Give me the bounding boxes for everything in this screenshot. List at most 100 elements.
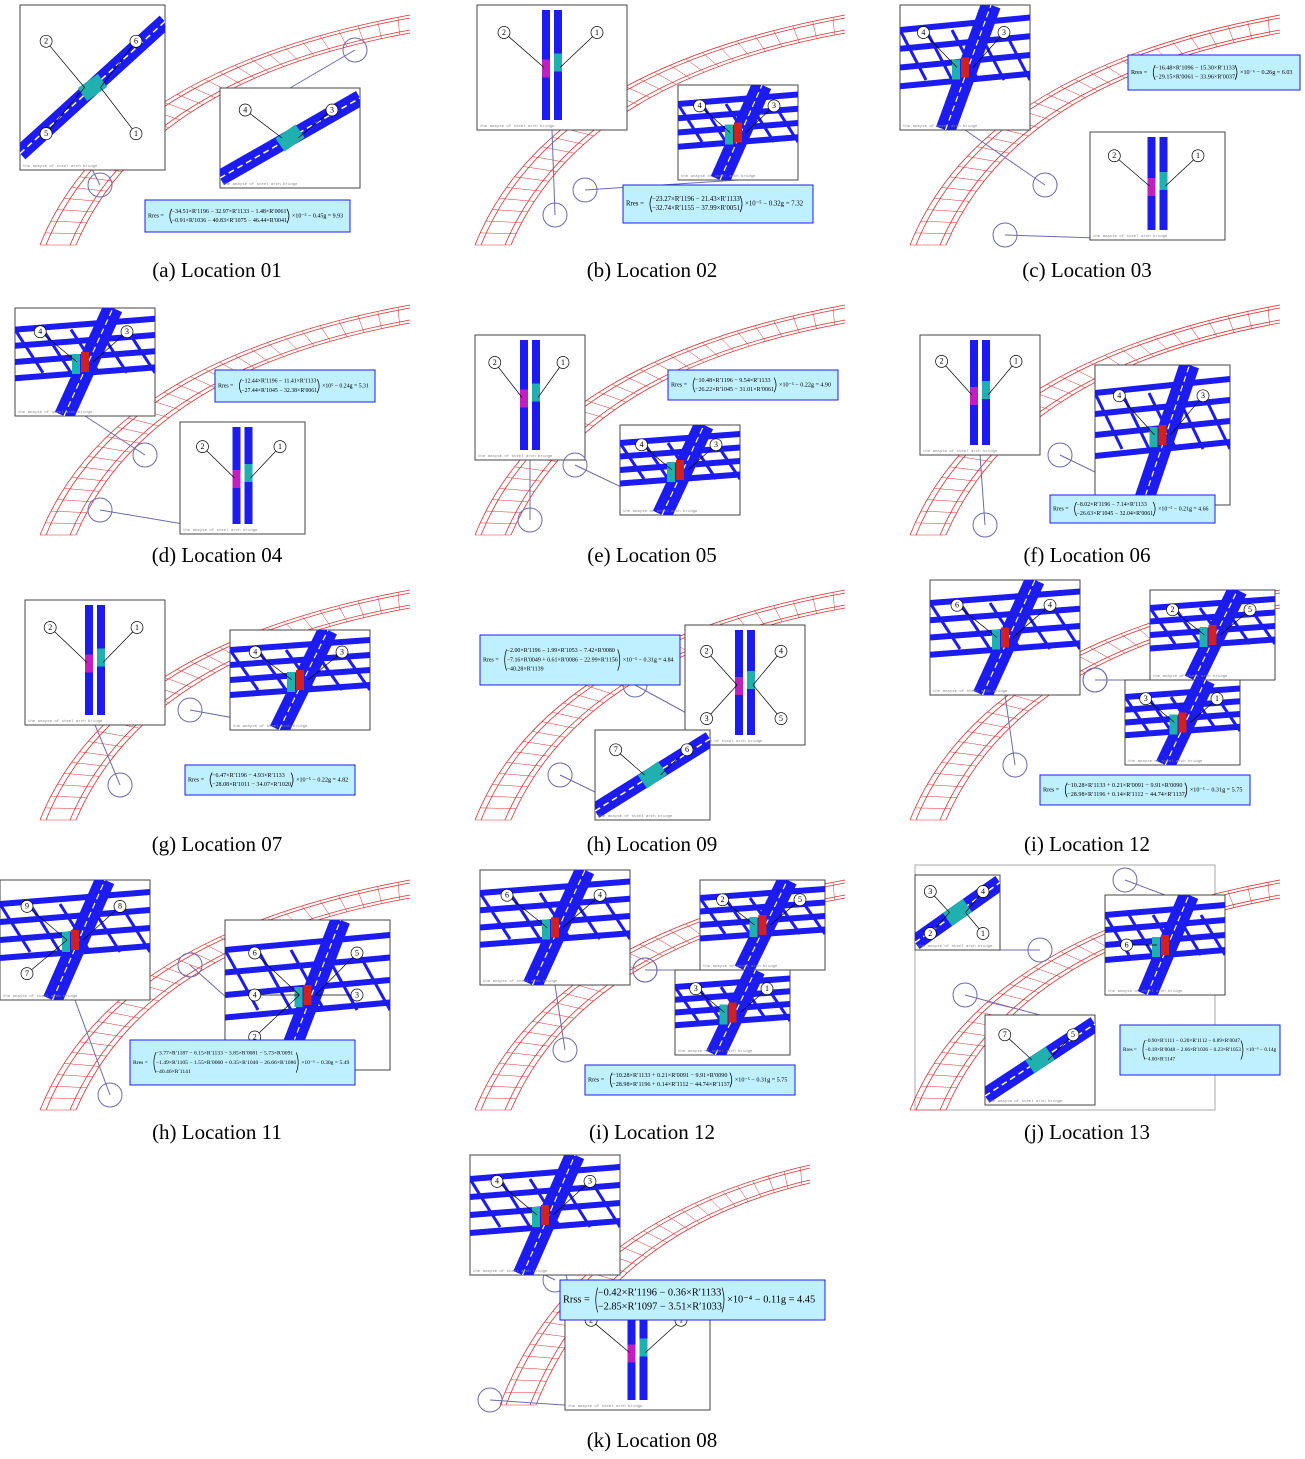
element-highlight xyxy=(72,354,80,374)
inset-note: the anayse of steel arch bridge xyxy=(623,509,698,514)
callout-label: 6 xyxy=(505,891,509,900)
inset-note: the anayse of steel arch bridge xyxy=(23,164,98,169)
arch-rung xyxy=(523,1031,557,1036)
arch-rung xyxy=(654,937,676,949)
arch-rung xyxy=(950,177,984,181)
inset-note: the anayse of steel arch bridge xyxy=(1108,989,1183,994)
callout-label: 4 xyxy=(640,440,644,449)
element-highlight xyxy=(520,390,528,408)
zoom-arrow xyxy=(290,50,355,88)
callout-label: 9 xyxy=(25,902,29,911)
arch-rung xyxy=(977,722,1009,729)
arch-rung xyxy=(998,703,1029,711)
inset-note: the anayse of steel arch bridge xyxy=(28,719,103,724)
inset-note: the anayse of steel arch bridge xyxy=(903,124,978,129)
zoom-arrow xyxy=(85,416,145,455)
element-highlight xyxy=(1161,935,1169,955)
element-highlight xyxy=(554,54,562,72)
formula-row: −40.28×R′1139 xyxy=(507,667,544,673)
element-highlight xyxy=(1001,628,1009,648)
callout-label: 7 xyxy=(1003,1030,1007,1039)
arch-rung xyxy=(640,944,663,956)
callout-label: 1 xyxy=(134,129,138,138)
arch-rung xyxy=(1075,79,1098,91)
arch-rung xyxy=(302,331,315,346)
callout-label: 2 xyxy=(928,929,932,938)
arch-rung xyxy=(755,36,766,52)
arch-rung xyxy=(774,321,782,337)
arch-rung xyxy=(1034,967,1061,977)
callout-label: 4 xyxy=(253,647,257,656)
panel: the anayse of steel arch bridge64the ana… xyxy=(475,870,845,1110)
inset-note: the anayse of steel arch bridge xyxy=(918,944,993,949)
element-highlight xyxy=(1160,172,1168,190)
callout-label: 4 xyxy=(921,28,925,37)
inset-note: the anayse of steel arch bridge xyxy=(483,979,558,984)
arch-rung xyxy=(967,731,1000,737)
callout-label: 2 xyxy=(44,37,48,46)
arch-rung xyxy=(552,1002,584,1009)
formula-row: −0.18×R′0048 − 2.66×R′1036 − 0.23×R′1053 xyxy=(1145,1047,1241,1053)
arch-rung xyxy=(1047,384,1073,394)
element-highlight xyxy=(729,1003,737,1023)
arch-rung xyxy=(719,337,734,352)
formula-row: −28.08×R′1011 − 34.07×R′1020 xyxy=(212,782,291,788)
arch-rung xyxy=(586,686,615,695)
callout-label: 3 xyxy=(705,714,709,723)
arch-rung xyxy=(626,377,651,388)
formula-lhs: Rres = xyxy=(626,201,644,208)
subfigure-caption: (k) Location 08 xyxy=(587,1428,718,1452)
arch-rung xyxy=(686,349,704,362)
arch-rung xyxy=(670,355,690,368)
arch-rung xyxy=(97,446,130,452)
formula: Rres =−12.44×R′1196 − 11.41×R′1133−27.44… xyxy=(215,370,375,402)
panel: the anayse of steel arch bridge3421the a… xyxy=(910,865,1280,1110)
arch-rung xyxy=(515,177,549,181)
arch-rung xyxy=(958,166,992,171)
formula-suffix: ×10⁻⁵ − 0.30g = 5.49 xyxy=(301,1060,349,1066)
arch-rung xyxy=(563,703,594,711)
element-highlight xyxy=(982,381,990,399)
callout-label: 3 xyxy=(714,440,718,449)
panel: the anayse of steel arch bridge2435the a… xyxy=(475,590,845,820)
callout-label: 4 xyxy=(779,647,783,656)
callout-label: 2 xyxy=(1112,151,1116,160)
element-highlight xyxy=(750,917,758,937)
element-highlight xyxy=(541,1205,549,1225)
panel: the anayse of steel arch bridge43the ana… xyxy=(15,305,410,535)
callout-label: 4 xyxy=(495,1177,499,1186)
inset-note: the anayse of steel arch bridge xyxy=(480,124,555,129)
arch-rung xyxy=(1121,349,1139,362)
arch-rung xyxy=(320,611,331,627)
inset-note: the anayse of steel arch bridge xyxy=(681,174,756,179)
callout-label: 1 xyxy=(981,929,985,938)
formula-row: −3.77×R′1187 − 6.15×R′1133 − 3.85×R′0081… xyxy=(156,1051,294,1057)
arch-rung xyxy=(107,437,139,444)
element-highlight xyxy=(734,123,742,143)
callout-label: 3 xyxy=(928,887,932,896)
formula: Rrss =−0.42×R′1196 − 0.36×R′1133−2.85×R′… xyxy=(560,1280,825,1320)
formula-lhs: Rres = xyxy=(1043,787,1060,793)
formula: Rres =−34.51×R′1196 − 32.97×R′1133 − 1.4… xyxy=(145,200,350,232)
element-highlight xyxy=(720,1005,728,1025)
callout-label: 7 xyxy=(614,745,618,754)
formula-row: −0.91×R′1036 − 40.83×R′1075 − 46.44×R′00… xyxy=(172,218,287,224)
formula-row: −34.51×R′1196 − 32.97×R′1133 − 1.48×R′00… xyxy=(172,209,287,215)
arch-rung xyxy=(339,31,347,47)
arch-rung xyxy=(205,944,228,956)
formula-row: −0.90×R′1111 − 0.20×R′1112 − 0.89×R′0047 xyxy=(1145,1038,1240,1044)
arch-rung xyxy=(1172,331,1185,346)
arch-rung xyxy=(515,752,549,756)
callout-label: 1 xyxy=(561,358,565,367)
formula-row: −40.46×R′1141 xyxy=(156,1069,191,1075)
arch-rung xyxy=(950,752,984,756)
arch-rung xyxy=(117,427,149,434)
formula-row: −10.28×R′1133 + 0.21×R′0091 − 9.91×R′009… xyxy=(612,1073,727,1079)
arch-rung xyxy=(320,901,331,917)
formula: Rres =−10.28×R′1133 + 0.21×R′0091 − 9.91… xyxy=(585,1065,795,1095)
arch-rung xyxy=(774,606,782,622)
arch-rung xyxy=(164,677,191,687)
arch-rung xyxy=(128,418,159,426)
formula-row: −32.74×R′1155 − 37.99×R′0051 xyxy=(652,205,740,212)
formula: Rres =−10.28×R′1133 + 0.21×R′0091 − 9.91… xyxy=(1040,775,1250,805)
